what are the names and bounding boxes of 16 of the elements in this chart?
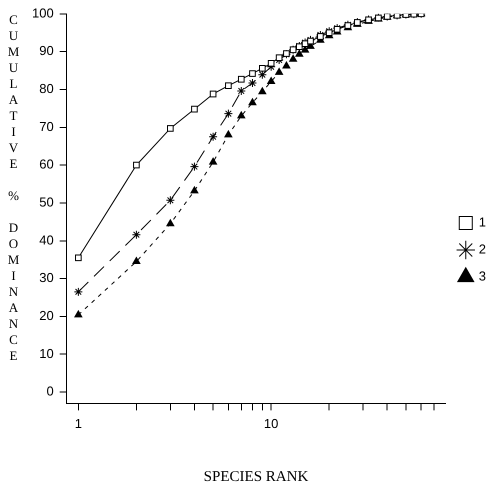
y-tick-label: 70 bbox=[39, 118, 54, 134]
y-tick-label: 40 bbox=[39, 232, 54, 248]
y-tick-label: 0 bbox=[46, 384, 54, 399]
y-tick-label: 90 bbox=[39, 43, 54, 58]
legend-label: 3 bbox=[478, 268, 486, 284]
y-tick-label: 60 bbox=[39, 156, 54, 172]
legend-label: 2 bbox=[478, 242, 486, 257]
y-tick-label: 30 bbox=[39, 270, 54, 286]
y-tick-label: 20 bbox=[39, 308, 54, 323]
y-tick-label: 50 bbox=[39, 194, 54, 210]
y-tick-label: 10 bbox=[39, 346, 54, 361]
y-tick-label: 80 bbox=[39, 81, 54, 96]
y-axis-title: CUMULATIVE % DOMINANCE bbox=[5, 11, 22, 366]
legend-label: 1 bbox=[478, 214, 486, 230]
x-axis-title: SPECIES RANK bbox=[204, 468, 308, 485]
y-tick-label: 100 bbox=[32, 5, 54, 20]
